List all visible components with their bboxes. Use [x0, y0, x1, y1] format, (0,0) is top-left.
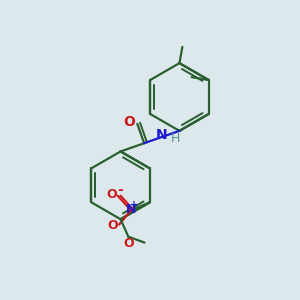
Text: O: O	[107, 220, 118, 232]
Text: -: -	[117, 183, 123, 197]
Text: N: N	[155, 128, 167, 142]
Text: H: H	[170, 132, 180, 145]
Text: +: +	[130, 200, 139, 210]
Text: O: O	[123, 237, 134, 250]
Text: O: O	[123, 115, 135, 129]
Text: O: O	[106, 188, 116, 201]
Text: N: N	[126, 203, 136, 216]
